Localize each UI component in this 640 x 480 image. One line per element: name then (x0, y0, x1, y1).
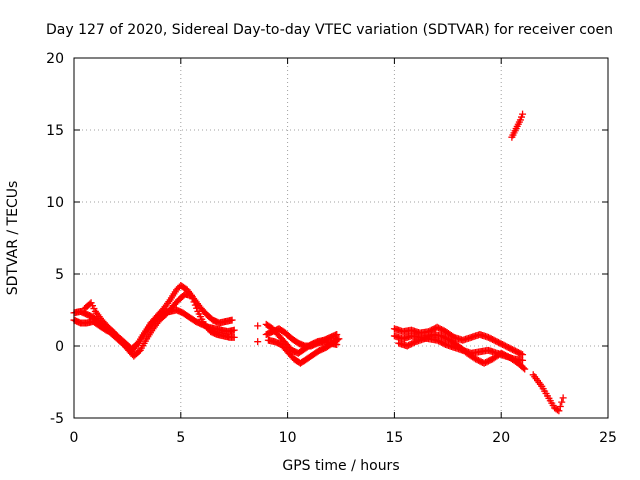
series-track-f (264, 335, 343, 367)
y-tick-label: -5 (50, 411, 64, 427)
data-point (189, 295, 197, 303)
data-points (70, 110, 567, 415)
data-point (191, 301, 199, 309)
grid-lines (74, 58, 608, 418)
series-track-j (529, 371, 567, 415)
data-point (254, 338, 262, 346)
data-point (335, 335, 343, 343)
x-axis-label: GPS time / hours (282, 458, 399, 474)
x-tick-label: 25 (599, 430, 617, 446)
y-tick-label: 20 (46, 51, 64, 67)
data-point (228, 316, 236, 324)
data-point (333, 330, 341, 338)
x-tick-label: 15 (385, 430, 403, 446)
data-point (230, 326, 238, 334)
data-point (517, 350, 525, 358)
data-point (193, 304, 201, 312)
series-track-k (508, 110, 527, 141)
data-point (254, 322, 262, 330)
series-isolated (254, 322, 262, 346)
data-point (230, 333, 238, 341)
data-point (187, 292, 195, 300)
data-point (521, 365, 529, 373)
y-axis-label: SDTVAR / TECUs (5, 181, 21, 296)
x-tick-label: 20 (492, 430, 510, 446)
chart-title: Day 127 of 2020, Sidereal Day-to-day VTE… (46, 22, 613, 38)
x-tick-label: 5 (176, 430, 185, 446)
data-point (334, 336, 342, 344)
series-track-i (395, 330, 529, 373)
plot-frame (73, 57, 609, 419)
y-tick-label: 15 (46, 123, 64, 139)
y-tick-label: 5 (55, 267, 64, 283)
data-point (555, 407, 563, 415)
y-tick-label: 0 (55, 339, 64, 355)
data-point (519, 110, 527, 118)
data-point (559, 394, 567, 402)
y-tick-label: 10 (46, 195, 64, 211)
series-track-c (81, 290, 238, 360)
axis-ticks: 0 5 10 15 20 25 -5 0 5 10 15 20 (46, 51, 617, 446)
data-point (558, 398, 566, 406)
x-tick-label: 10 (279, 430, 297, 446)
data-point (519, 356, 527, 364)
data-point (556, 402, 564, 410)
data-point (519, 364, 527, 372)
data-point (190, 298, 198, 306)
x-tick-label: 0 (70, 430, 79, 446)
